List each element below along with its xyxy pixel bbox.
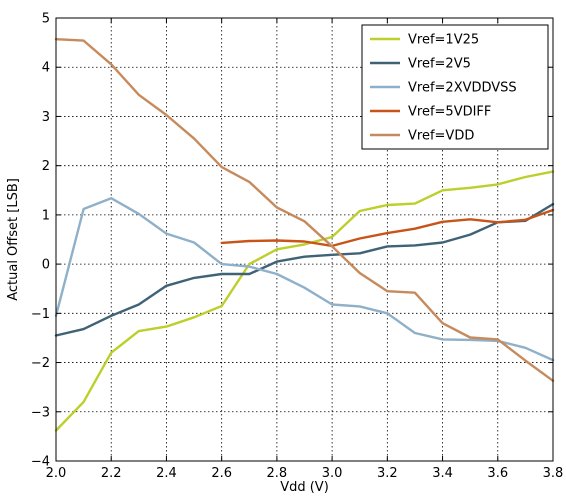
x-tick-label: 3.2 xyxy=(377,466,398,481)
x-tick-label: 3.8 xyxy=(543,466,564,481)
legend-label-3: Vref=5VDIFF xyxy=(408,105,491,120)
series-line-3 xyxy=(220,208,555,248)
x-tick-label: 2.6 xyxy=(211,466,232,481)
y-tick-label: 1 xyxy=(42,208,50,223)
x-tick-label: 3.6 xyxy=(487,466,508,481)
legend-label-4: Vref=VDD xyxy=(408,129,474,144)
x-tick-label: 2.2 xyxy=(101,466,122,481)
y-tick-label: 3 xyxy=(42,110,50,125)
y-tick-label: −4 xyxy=(31,455,50,470)
x-tick-label: 3.0 xyxy=(322,466,343,481)
y-tick-label: −3 xyxy=(31,405,50,420)
y-tick-label: 4 xyxy=(42,61,50,76)
x-tick-labels: 2.0 2.2 2.4 2.6 2.8 3.0 3.2 3.4 3.6 3.8 xyxy=(46,466,564,481)
x-tick-label: 2.0 xyxy=(46,466,67,481)
series-line-4 xyxy=(54,38,555,382)
x-tick-label: 3.4 xyxy=(432,466,453,481)
y-tick-label: 5 xyxy=(42,12,50,27)
legend-label-1: Vref=2V5 xyxy=(408,57,471,72)
x-tick-label: 2.4 xyxy=(156,466,177,481)
legend-label-2: Vref=2XVDDVSS xyxy=(408,81,517,96)
legend: Vref=1V25 Vref=2V5 Vref=2XVDDVSS Vref=5VDIF… xyxy=(361,24,549,150)
series-line-1 xyxy=(54,202,555,337)
x-tick-label: 2.8 xyxy=(267,466,288,481)
plot-frame xyxy=(55,17,554,462)
x-axis-label: Vdd (V) xyxy=(280,480,329,495)
plot-series xyxy=(54,38,555,432)
y-tick-label: 2 xyxy=(42,159,50,174)
y-tick-labels: −4 −3 −2 −1 0 1 2 3 4 5 xyxy=(31,12,50,470)
series-line-2 xyxy=(54,196,555,362)
y-tick-label: 0 xyxy=(42,258,50,273)
axis-ticks xyxy=(55,17,554,462)
y-axis-label: Actual Offset [LSB] xyxy=(6,178,21,301)
legend-label-0: Vref=1V25 xyxy=(408,33,479,48)
y-tick-label: −2 xyxy=(31,356,50,371)
series-line-0 xyxy=(54,170,555,432)
y-tick-label: −1 xyxy=(31,307,50,322)
